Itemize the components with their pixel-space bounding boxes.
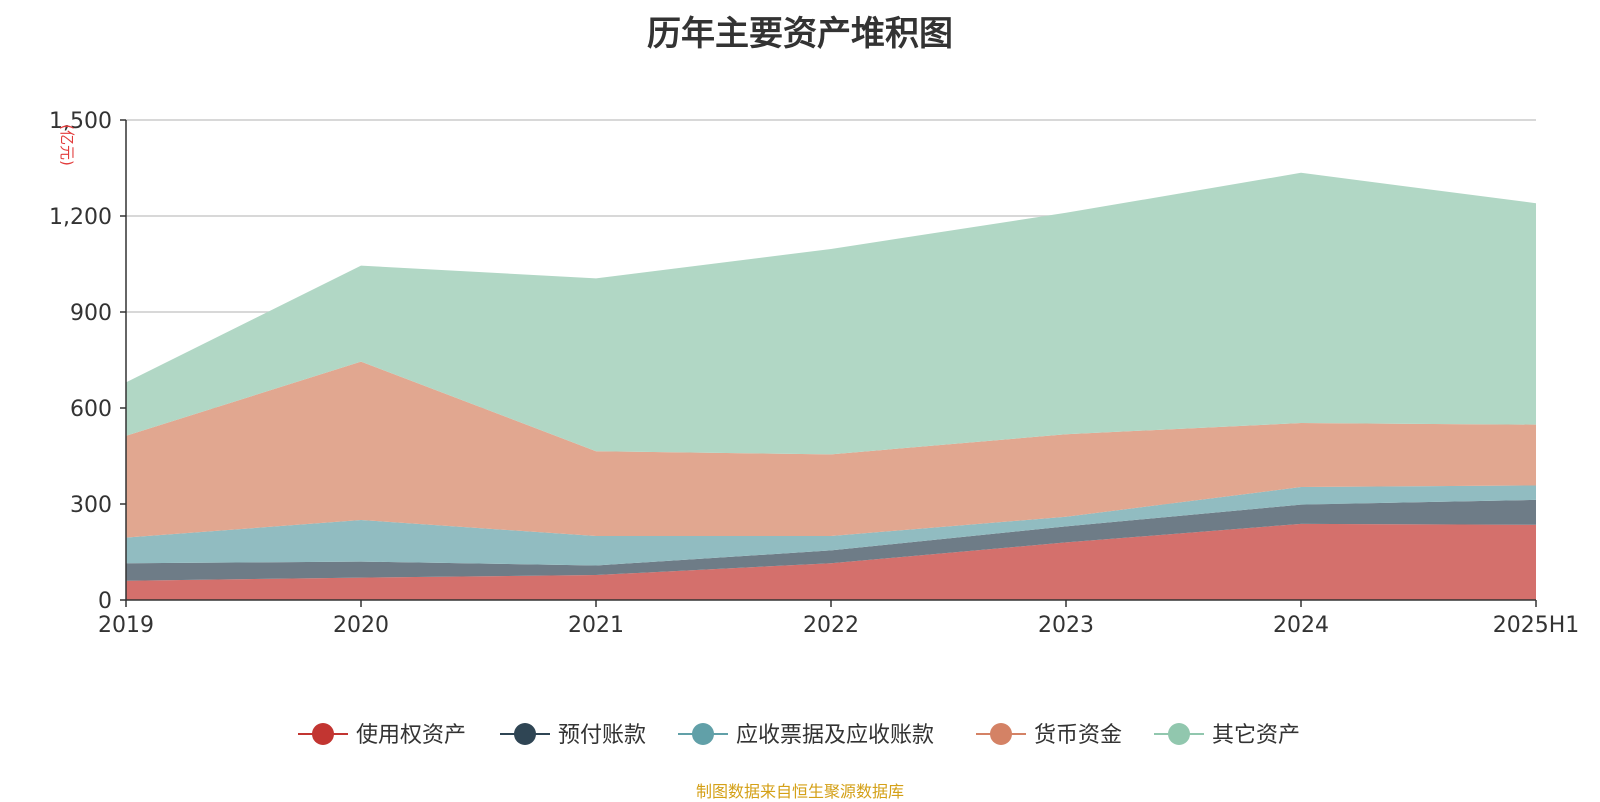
- y-tick-label: 1,500: [49, 109, 112, 134]
- legend-item: 应收票据及应收账款: [678, 723, 934, 748]
- legend-marker: [990, 723, 1012, 745]
- area-series-2: [126, 499, 1536, 581]
- legend-marker: [692, 723, 714, 745]
- x-tick-label: 2019: [98, 613, 154, 638]
- legend-label: 使用权资产: [356, 723, 466, 748]
- legend-item: 使用权资产: [298, 723, 466, 748]
- x-tick-label: 2024: [1273, 613, 1329, 638]
- legend-item: 预付账款: [500, 723, 646, 748]
- y-tick-label: 1,200: [49, 205, 112, 230]
- legend-label: 其它资产: [1212, 723, 1300, 748]
- y-tick-label: 300: [70, 493, 112, 518]
- y-tick-label: 900: [70, 301, 112, 326]
- y-tick-label: 600: [70, 397, 112, 422]
- chart-title: 历年主要资产堆积图: [647, 14, 953, 54]
- legend-marker: [312, 723, 334, 745]
- legend-item: 货币资金: [976, 723, 1122, 748]
- x-tick-label: 2021: [568, 613, 624, 638]
- x-tick-label: 2025H1: [1493, 613, 1580, 638]
- y-tick-label: 0: [98, 589, 112, 614]
- axes: 0 300 600 900 1,200 1,500(亿元) 2019 2020 2021 2022…: [49, 109, 1579, 638]
- legend-item: 其它资产: [1154, 723, 1300, 748]
- area-series-layer: [126, 172, 1536, 600]
- area-series-4: [126, 361, 1536, 538]
- legend-marker: [1168, 723, 1190, 745]
- x-tick-label: 2020: [333, 613, 389, 638]
- legend-label: 预付账款: [558, 723, 646, 748]
- legend-label: 应收票据及应收账款: [736, 723, 934, 748]
- area-series-5: [126, 172, 1536, 455]
- y-axis-unit-label: (亿元): [58, 124, 76, 166]
- x-tick-label: 2023: [1038, 613, 1094, 638]
- area-series-1: [126, 523, 1536, 600]
- x-tick-label: 2022: [803, 613, 859, 638]
- source-note: 制图数据来自恒生聚源数据库: [695, 782, 904, 801]
- area-series-3: [126, 485, 1536, 566]
- legend-marker: [514, 723, 536, 745]
- legend: 使用权资产 预付账款 应收票据及应收账款 货币资金 其它资产: [298, 723, 1300, 748]
- legend-label: 货币资金: [1034, 723, 1122, 748]
